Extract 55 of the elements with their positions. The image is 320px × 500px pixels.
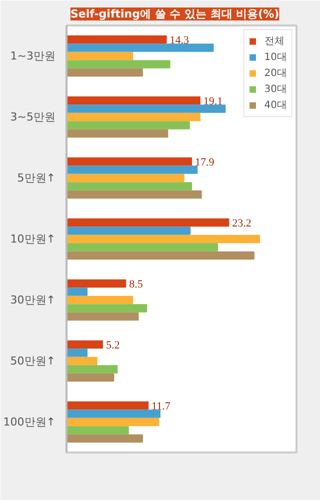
bar [66,243,218,252]
bar [66,312,139,321]
bar [66,52,134,60]
y-tick-label: 50만원↑ [10,354,56,368]
bar [66,104,226,113]
legend-label: 20대 [264,67,287,80]
bar [66,418,160,426]
bar [66,68,143,77]
data-label: 23.2 [232,218,252,230]
bar [66,121,190,130]
bar [66,426,129,434]
bar [66,60,170,68]
bar [66,356,98,366]
legend-label: 전체 [264,35,284,48]
bar [66,401,149,410]
y-tick-label: 3~5만원 [10,110,56,124]
bar [66,296,134,304]
data-label: 8.5 [129,278,144,291]
bar [66,410,160,418]
bar [66,279,126,288]
bar [66,112,200,122]
data-label: 5.2 [106,340,120,352]
bar [66,129,168,138]
y-tick-label: 10만원↑ [10,232,56,246]
data-label: 11.7 [152,400,171,413]
bar [66,44,214,52]
data-label: 14.3 [170,34,190,47]
bar [66,340,103,349]
bar [66,288,88,296]
bar [66,365,118,374]
bar [66,304,148,312]
bar [66,218,230,227]
bar [66,251,254,260]
legend-label: 40대 [264,99,287,112]
y-tick-label: 100만원↑ [3,416,56,428]
legend-label: 10대 [264,51,287,64]
bar [66,434,143,443]
y-tick-label: 1~3만원 [10,50,56,62]
bar [66,182,192,190]
y-tick-label: 5만원↑ [17,172,56,184]
bar [66,234,260,244]
data-label: 17.9 [195,156,215,169]
bar [66,35,167,44]
bar [66,166,198,174]
bar [66,157,192,166]
y-tick-label: 30만원↑ [10,294,56,306]
bar [66,348,88,357]
bar [66,96,200,105]
bar [66,373,114,382]
bar [66,174,184,182]
bar [66,226,191,235]
bar [66,190,202,199]
chart-title: Self-gifting에 쓸 수 있는 최대 비용(%) [70,8,280,20]
legend-label: 30대 [264,83,287,96]
data-label: 19.1 [203,96,223,108]
